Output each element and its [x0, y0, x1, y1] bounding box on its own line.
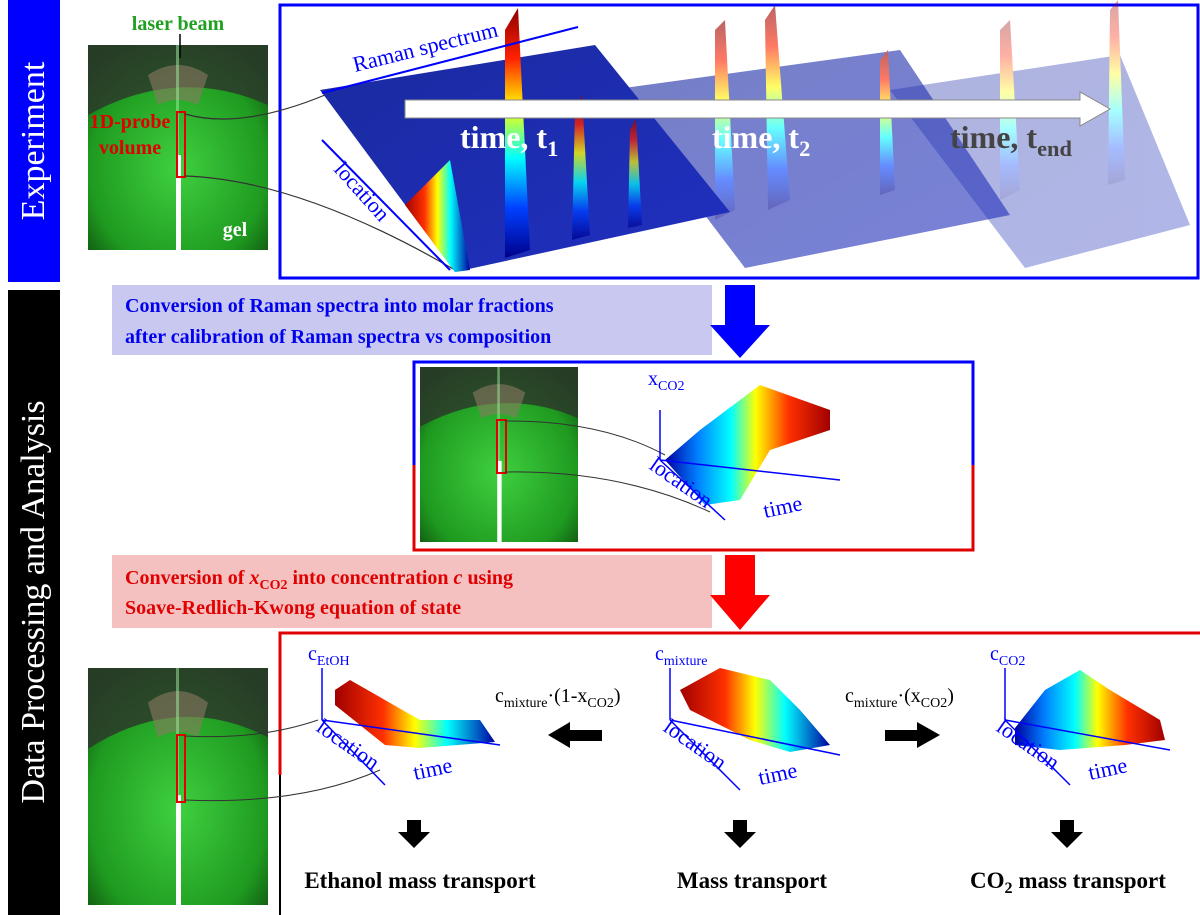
axis-label: xCO2: [648, 368, 684, 394]
text-part: time, t: [950, 119, 1037, 155]
text-part: Conversion of: [125, 567, 249, 589]
label: laser beam: [132, 13, 225, 35]
text-part: x: [648, 368, 658, 390]
step-text: Conversion of Raman spectra into molar f…: [125, 295, 554, 317]
text-part: x: [248, 567, 259, 589]
text-part: CO2: [259, 578, 287, 593]
text-part: mixture: [664, 654, 708, 669]
text-part: c: [655, 643, 664, 665]
text-part: CO2: [921, 696, 947, 711]
text-part: c: [495, 685, 504, 707]
label: gel: [223, 219, 248, 241]
axis-label: cEtOH: [308, 643, 350, 669]
gel-photo: [420, 367, 578, 542]
label: 1D-probe: [90, 111, 171, 133]
text-part: ): [947, 685, 954, 707]
text-part: CO: [970, 868, 1005, 893]
text-part: ·(x: [897, 685, 920, 707]
axis-label: time: [756, 757, 799, 790]
label: volume: [99, 137, 161, 159]
operation: cmixture·(xCO2): [845, 685, 954, 711]
down-arrow: [724, 820, 756, 848]
down-arrow: [398, 820, 430, 848]
text-part: time, t: [460, 119, 547, 155]
outcome: Mass transport: [677, 868, 827, 893]
text-part: mixture: [854, 696, 898, 711]
text-part: CO2: [587, 696, 613, 711]
right-arrow: [885, 722, 940, 748]
text-part: 2: [799, 136, 810, 161]
axis-label: cCO2: [990, 643, 1025, 669]
left-arrow: [548, 722, 602, 748]
down-arrow: [1051, 820, 1083, 848]
text-part: c: [845, 685, 854, 707]
axis-label: time: [1086, 752, 1129, 785]
text-part: using: [462, 567, 513, 589]
text-part: mixture: [504, 696, 548, 711]
text-part: 2: [1005, 880, 1013, 897]
sidebar-label: Experiment: [15, 61, 52, 220]
text-part: c: [454, 567, 463, 589]
text-part: CO2: [999, 654, 1025, 669]
outcome: Ethanol mass transport: [304, 868, 536, 893]
diagram: Experiment Data Processing and Analysis …: [0, 0, 1200, 915]
sidebar-label: Data Processing and Analysis: [15, 400, 52, 803]
axis-label: time: [411, 752, 454, 785]
time-label: time, t1: [460, 119, 558, 161]
text-part: time, t: [712, 119, 799, 155]
text-part: ): [614, 685, 621, 707]
text-part: ·(1-x: [547, 685, 587, 707]
text-part: mass transport: [1013, 868, 1167, 893]
axis-label: cmixture: [655, 643, 707, 669]
time-label: time, t2: [712, 119, 810, 161]
step-text: after calibration of Raman spectra vs co…: [125, 326, 551, 348]
down-arrow: [710, 555, 770, 630]
axis-label: time: [761, 490, 804, 523]
text-part: c: [990, 643, 999, 665]
text-part: c: [308, 643, 317, 665]
step-text: Soave-Redlich-Kwong equation of state: [125, 597, 461, 619]
text-part: CO2: [658, 379, 684, 394]
text-part: into concentration: [287, 567, 453, 589]
text-part: end: [1037, 136, 1072, 161]
operation: cmixture·(1-xCO2): [495, 685, 621, 711]
text-part: 1: [547, 136, 558, 161]
down-arrow: [710, 285, 770, 358]
outcome: CO2 mass transport: [970, 868, 1166, 897]
text-part: EtOH: [317, 654, 350, 669]
